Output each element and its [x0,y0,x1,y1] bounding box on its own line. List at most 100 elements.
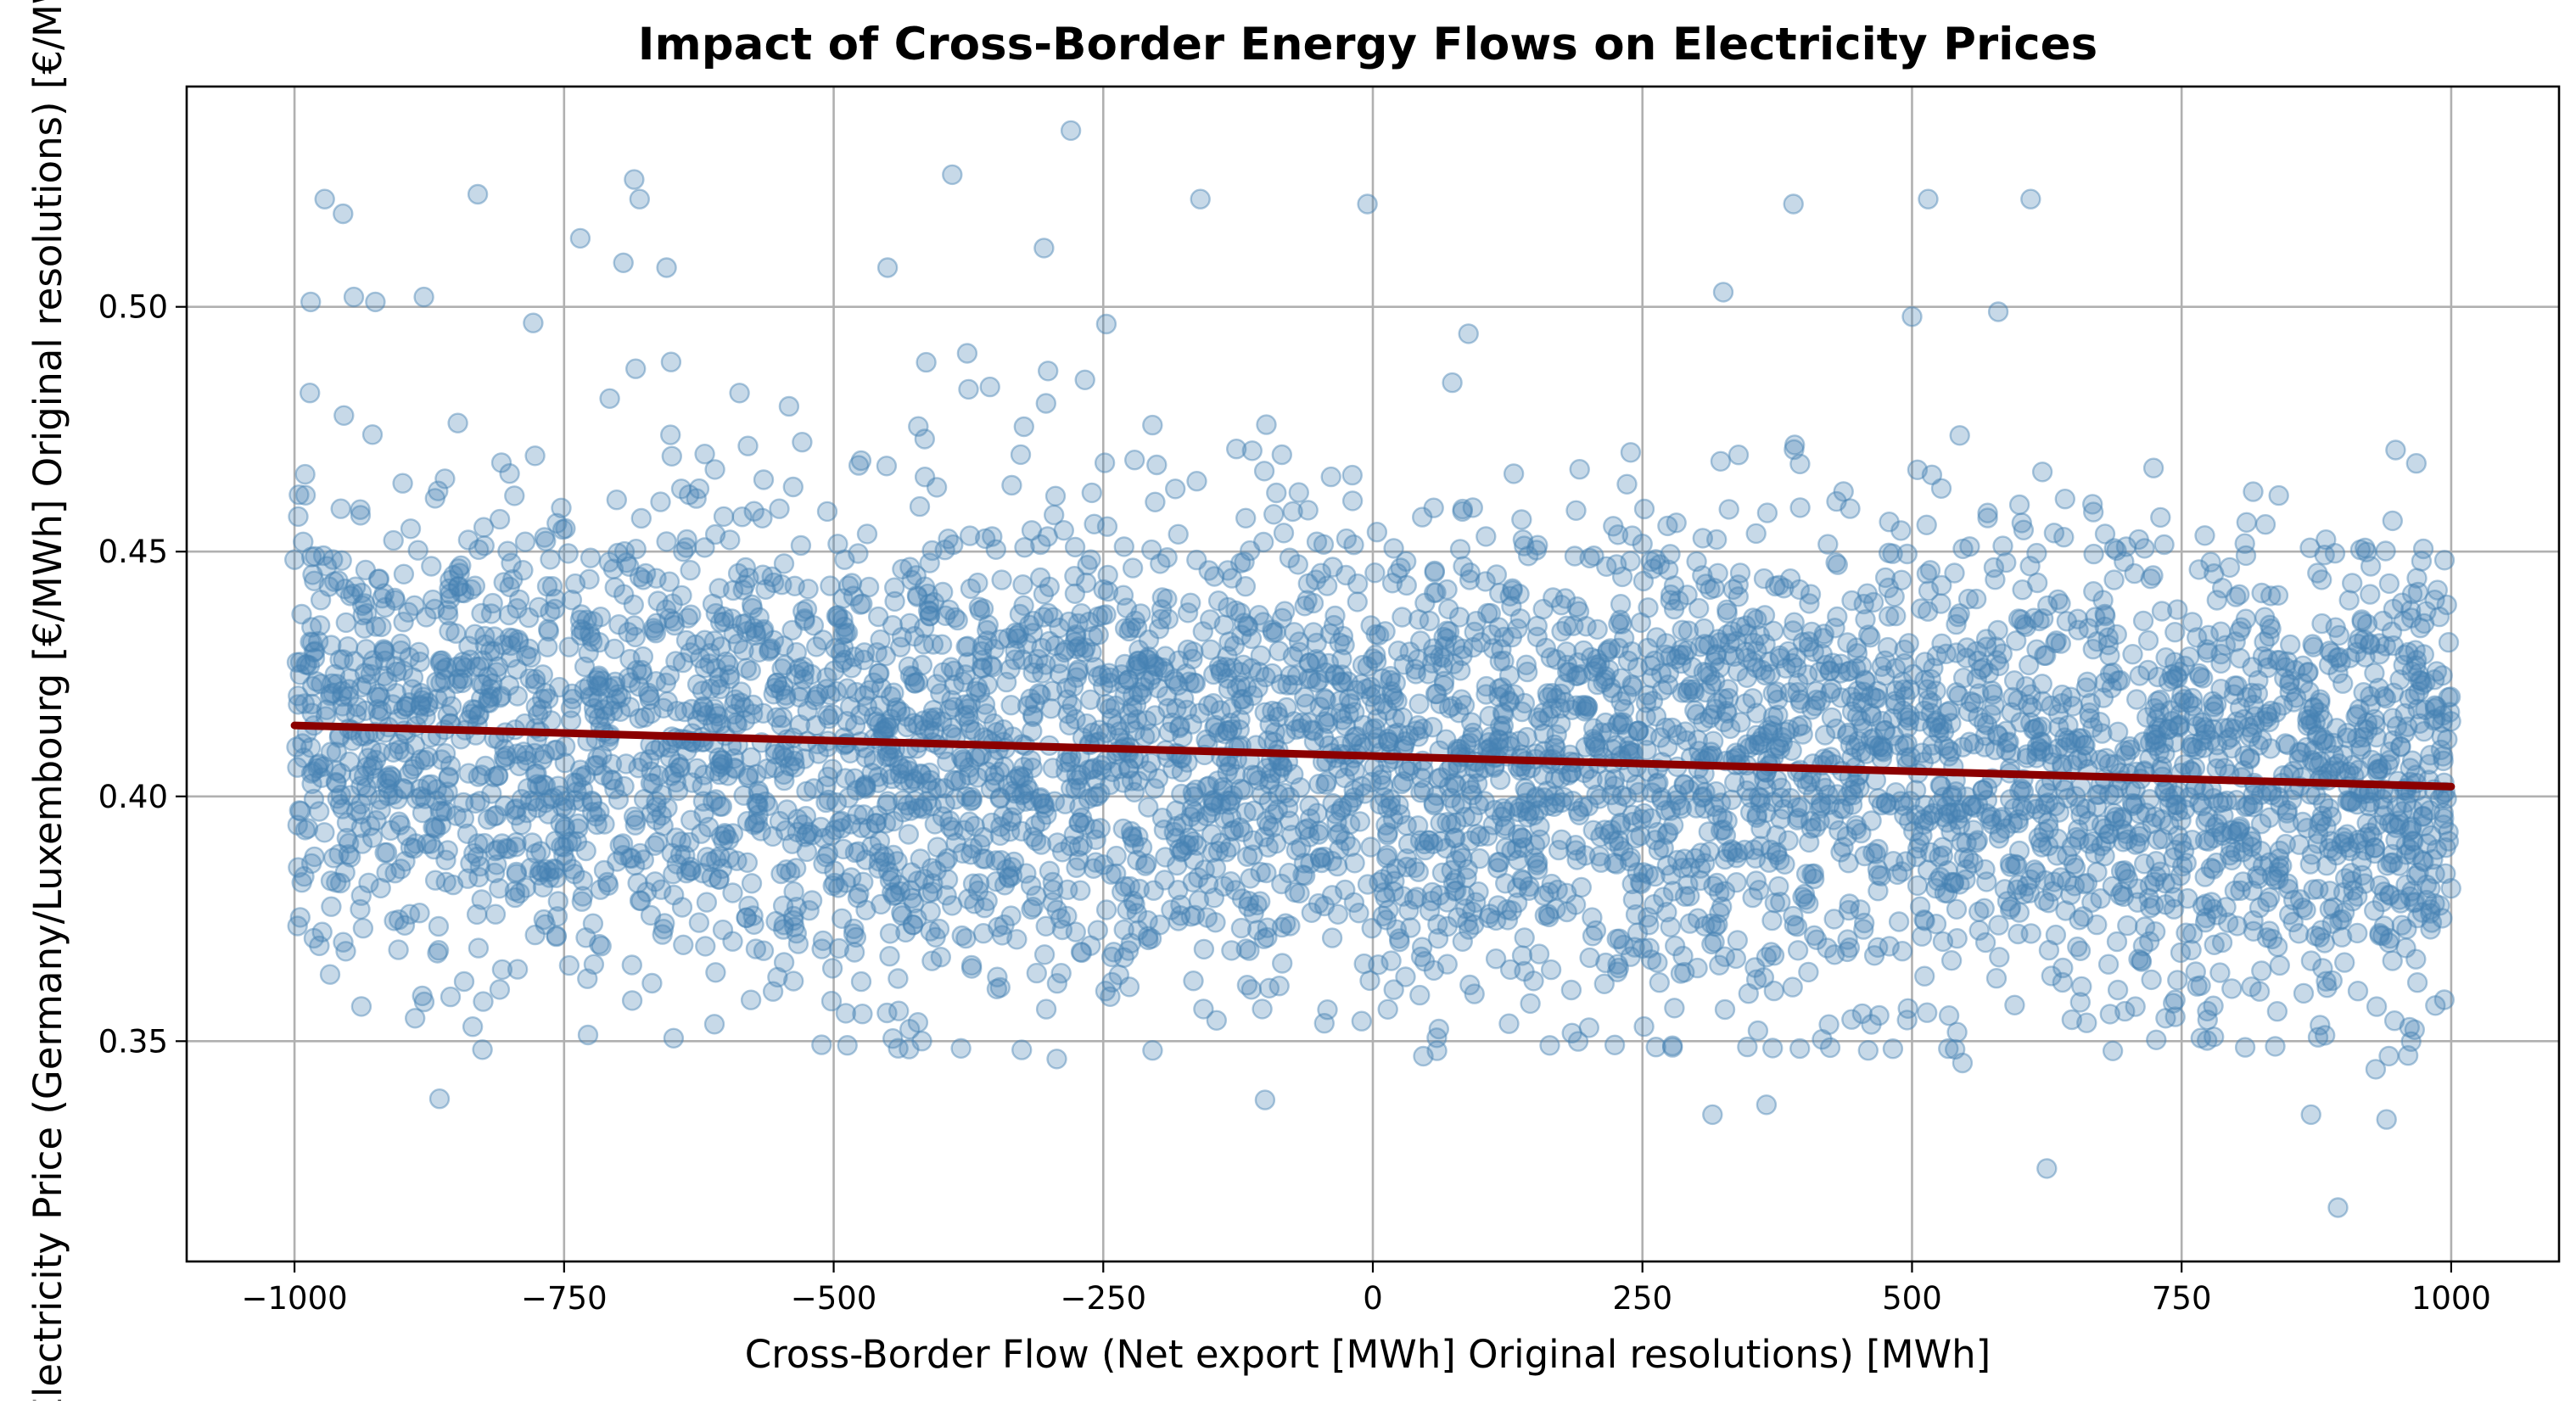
scatter-point [2434,803,2453,822]
scatter-point [1915,967,1934,986]
scatter-point [1517,656,1536,674]
scatter-point [1045,792,1064,811]
scatter-point [1348,574,1367,593]
scatter-point [1231,603,1250,622]
scatter-point [1036,656,1055,674]
scatter-point [1515,962,1534,981]
scatter-point [1301,797,1319,815]
scatter-point [1026,816,1044,835]
scatter-point [2222,979,2241,998]
scatter-point [1464,915,1483,934]
scatter-point [922,781,941,800]
scatter-point [903,571,921,590]
scatter-point [658,532,676,551]
scatter-point [2279,736,2298,754]
scatter-point [2147,1031,2165,1049]
scatter-point [453,657,472,675]
scatter-point [1342,793,1361,812]
scatter-point [1151,915,1169,934]
scatter-point [406,596,424,615]
scatter-point [1695,635,1714,653]
scatter-point [1618,475,1637,494]
scatter-point [2198,640,2216,659]
scatter-point [1240,541,1259,560]
scatter-point [674,936,692,954]
scatter-point [714,607,733,626]
scatter-point [657,674,675,692]
scatter-point [2386,441,2405,460]
scatter-point [2036,871,2054,890]
scatter-point [664,864,682,883]
scatter-point [1173,814,1192,833]
scatter-point [1322,467,1341,486]
scatter-point [555,838,574,857]
scatter-point [1369,955,1387,974]
scatter-point [2220,558,2239,577]
scatter-point [2084,582,2103,601]
scatter-point [2439,633,2458,652]
scatter-point [1813,645,1832,663]
scatter-point [770,500,789,518]
scatter-point [660,573,679,591]
scatter-point [441,987,460,1006]
scatter-point [288,816,307,835]
scatter-point [786,577,804,596]
scatter-point [1273,757,1291,775]
scatter-point [1816,726,1834,745]
scatter-point [1270,976,1289,995]
scatter-point [426,489,445,507]
scatter-point [2041,696,2060,715]
scatter-point [540,602,559,621]
scatter-point [1516,780,1535,798]
scatter-point [584,915,602,933]
scatter-point [1632,613,1650,632]
scatter-point [1947,615,1966,634]
scatter-point [2261,739,2280,758]
scatter-point [1744,888,1762,907]
scatter-point [731,383,749,402]
scatter-point [1868,938,1887,957]
scatter-point [1934,932,1952,951]
scatter-point [1767,739,1785,758]
scatter-point [2096,524,2114,543]
scatter-point [646,872,664,891]
scatter-point [1461,831,1480,850]
scatter-point [2042,966,2061,985]
scatter-point [1159,610,1178,629]
scatter-point [745,502,764,521]
scatter-point [2153,602,2171,621]
scatter-point [1268,785,1287,803]
scatter-point [2243,832,2261,851]
scatter-point [1183,650,1201,668]
scatter-point [469,939,488,958]
scatter-point [626,360,645,378]
scatter-point [2278,652,2297,671]
scatter-point [1789,941,1807,959]
scatter-point [1615,629,1633,647]
scatter-point [2371,876,2389,895]
scatter-point [2244,911,2263,930]
scatter-point [1012,1041,1031,1060]
scatter-point [1257,668,1275,686]
scatter-point [899,825,918,844]
scatter-point [2321,881,2339,900]
scatter-point [1324,794,1342,813]
scatter-point [1446,795,1464,814]
scatter-point [507,745,526,764]
scatter-point [1324,616,1343,635]
scatter-point [2422,826,2440,845]
scatter-point [1545,736,1564,754]
scatter-point [1932,576,1951,595]
scatter-point [665,616,684,635]
scatter-point [1005,651,1024,669]
scatter-point [1217,842,1235,861]
scatter-point [1120,759,1139,778]
scatter-point [2403,831,2422,850]
scatter-point [1916,911,1935,930]
scatter-point [2244,483,2263,501]
scatter-point [1818,535,1837,554]
scatter-point [697,847,716,866]
scatter-point [746,623,764,641]
scatter-point [1694,529,1712,547]
scatter-point [1115,920,1134,939]
